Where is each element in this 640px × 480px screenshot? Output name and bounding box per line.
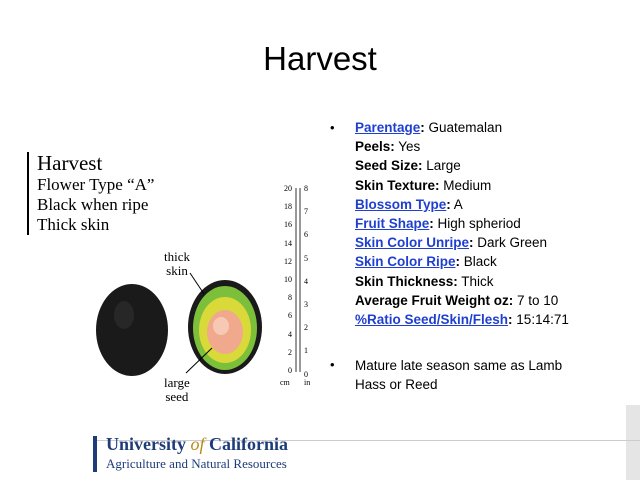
slide-corner — [626, 405, 640, 480]
ruler-cm-unit: cm — [280, 378, 290, 387]
property-value: 7 to 10 — [513, 292, 559, 308]
ruler-in-tick: 6 — [304, 230, 308, 240]
ruler-in-unit: in — [304, 378, 311, 387]
property-row: %Ratio Seed/Skin/Flesh: 15:14:71 — [355, 312, 569, 328]
properties-list: Parentage: Guatemalan Peels: Yes Seed Size… — [355, 118, 569, 329]
footer-divider — [95, 440, 640, 441]
ruler-in-tick: 2 — [304, 323, 308, 333]
property-link[interactable]: Blossom Type — [355, 196, 447, 212]
ruler-in-tick: 1 — [304, 346, 308, 356]
bullet-2: • — [330, 357, 335, 372]
ruler-in-tick: 7 — [304, 207, 308, 217]
property-row: Parentage: Guatemalan — [355, 120, 503, 135]
property-row: Skin Color Ripe: Black — [355, 254, 497, 270]
ruler-cm-tick: 6 — [288, 311, 292, 321]
bullet-1: • — [330, 120, 335, 135]
ruler-in-tick: 4 — [304, 276, 308, 286]
property-row: Peels: Yes — [355, 137, 569, 156]
ruler-cm-tick: 10 — [284, 275, 292, 284]
property-row: Skin Texture: Medium — [355, 176, 569, 195]
ruler-cm-tick: 4 — [288, 329, 292, 339]
anr-logo-text: Agriculture and Natural Resources — [106, 456, 287, 471]
caption-line-1: Flower Type “A” — [37, 175, 155, 194]
whole-avocado — [96, 284, 168, 376]
property-value: Guatemalan — [424, 120, 503, 135]
property-label: Seed Size: — [355, 158, 423, 174]
caption-line-2: Black when ripe — [37, 195, 149, 214]
ruler-cm-tick: 12 — [284, 256, 292, 266]
season-note: Mature late season same as Lamb Hass or … — [355, 358, 563, 392]
property-value: Dark Green — [473, 235, 548, 251]
caption-line-3: Thick skin — [37, 215, 110, 234]
property-label: Skin Texture: — [355, 177, 440, 193]
property-label: Skin Thickness: — [355, 273, 458, 289]
ruler-in-tick: 8 — [304, 184, 308, 193]
ruler-in-tick: 5 — [304, 253, 308, 263]
property-label: Average Fruit Weight oz: — [355, 292, 514, 308]
property-row: Skin Color Unripe: Dark Green — [355, 235, 548, 251]
property-row: Blossom Type: A — [355, 196, 463, 212]
property-link[interactable]: Parentage — [355, 120, 421, 135]
ruler-cm-tick: 2 — [288, 347, 292, 357]
property-row: Average Fruit Weight oz: 7 to 10 — [355, 291, 569, 310]
property-row: Seed Size: Large — [355, 156, 569, 175]
property-row: Fruit Shape: High spheriod — [355, 216, 521, 232]
uc-logo-mark — [93, 436, 97, 472]
uc-logo-text: University of California — [106, 434, 289, 454]
property-value: 15:14:71 — [512, 312, 569, 328]
property-value: Yes — [394, 139, 421, 155]
property-value: Medium — [439, 177, 492, 193]
ruler-cm-tick: 8 — [288, 293, 292, 303]
property-row: Skin Thickness: Thick — [355, 272, 569, 291]
caption-heading: Harvest — [37, 151, 103, 175]
property-link[interactable]: Skin Color Ripe — [355, 254, 456, 270]
property-value: Black — [460, 254, 497, 270]
property-value: Large — [422, 158, 461, 174]
ruler-in-tick: 3 — [304, 300, 308, 309]
ruler-cm-tick: 16 — [284, 220, 292, 230]
ruler-cm-tick: 0 — [288, 366, 292, 375]
property-link[interactable]: Fruit Shape — [355, 216, 430, 232]
property-link[interactable]: Skin Color Unripe — [355, 235, 470, 251]
ruler-cm-tick: 20 — [284, 184, 292, 193]
large-seed-label: large seed — [164, 375, 190, 404]
property-value: High spheriod — [433, 216, 521, 232]
ruler-cm-tick: 14 — [284, 238, 292, 248]
property-label: Peels: — [355, 139, 395, 155]
ruler-in-tick: 0 — [304, 369, 308, 379]
slide-title: Harvest — [263, 40, 377, 77]
property-value: A — [450, 196, 463, 212]
thick-skin-label: thick skin — [164, 249, 190, 278]
ruler — [295, 188, 301, 372]
avocado-illustration — [96, 188, 301, 376]
property-value: Thick — [457, 273, 494, 289]
caption-block: Harvest Flower Type “A” Black when ripe … — [27, 152, 154, 235]
ruler-cm-tick: 18 — [284, 202, 292, 212]
property-link[interactable]: %Ratio Seed/Skin/Flesh — [355, 312, 509, 328]
